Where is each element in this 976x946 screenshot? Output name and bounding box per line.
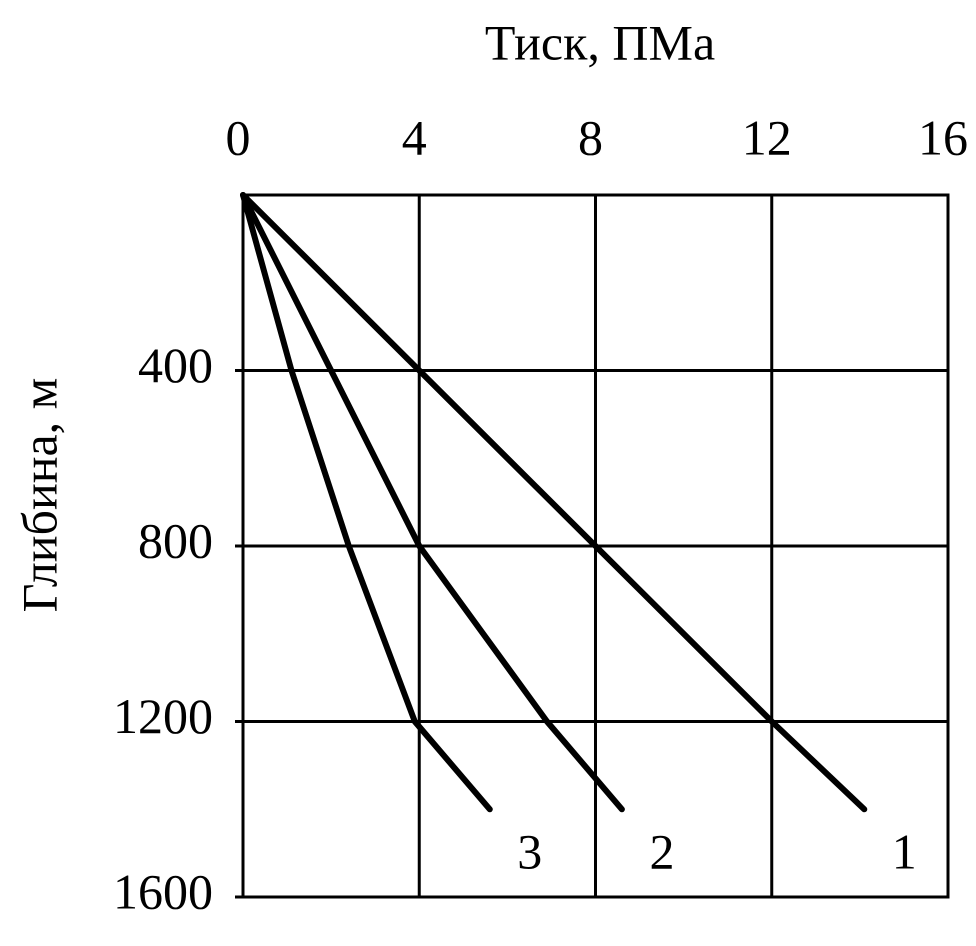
y-tick-label: 1600 — [113, 863, 213, 919]
series-label: 3 — [517, 824, 542, 880]
x-tick-label: 4 — [402, 109, 427, 165]
x-tick-label: 12 — [742, 109, 792, 165]
y-tick-label: 1200 — [113, 688, 213, 744]
series-line — [240, 192, 868, 813]
series-line — [240, 192, 493, 813]
y-tick-label: 800 — [138, 512, 213, 568]
x-tick-label: 8 — [578, 109, 603, 165]
y-axis-title: Глибина, м — [11, 378, 67, 613]
x-axis-title: Тиск, ПМа — [485, 14, 715, 70]
x-tick-label: 16 — [918, 109, 968, 165]
x-tick-label: 0 — [226, 109, 251, 165]
series-line — [240, 192, 625, 813]
series-label: 2 — [649, 824, 674, 880]
series-label: 1 — [892, 824, 917, 880]
y-tick-label: 400 — [138, 337, 213, 393]
